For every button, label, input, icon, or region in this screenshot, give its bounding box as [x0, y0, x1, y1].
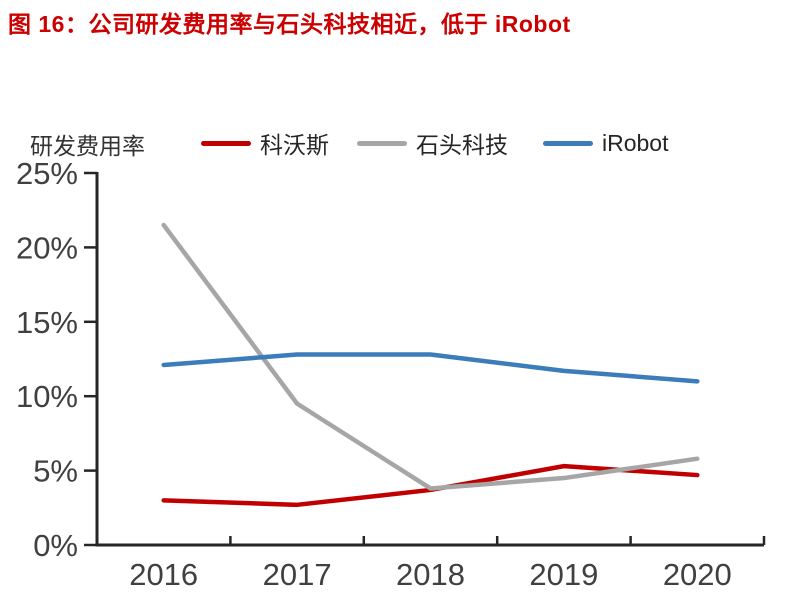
series-line-石头科技 [161, 222, 700, 491]
y-tick-label: 5% [33, 454, 78, 489]
y-tick-label: 20% [16, 230, 78, 265]
legend-label: 科沃斯 [260, 132, 329, 158]
x-tick-label: 2016 [129, 557, 198, 592]
legend-swatch-red-line [201, 140, 251, 146]
legend-item-roborock: 石头科技 [357, 130, 508, 158]
y-tick-label: 25% [16, 156, 78, 191]
y-tick-label: 10% [16, 379, 78, 414]
y-axis-title: 研发费用率 [30, 133, 145, 159]
x-tick-label: 2017 [263, 557, 332, 592]
figure-title: 图 16：公司研发费用率与石头科技相近，低于 iRobot [8, 11, 571, 37]
legend-label: iRobot [602, 129, 669, 156]
x-tick-label: 2020 [663, 557, 732, 592]
legend-swatch-gray-line [357, 140, 407, 146]
legend-item-irobot: iRobot [543, 130, 668, 156]
x-tick-label: 2018 [396, 557, 465, 592]
y-tick-label: 0% [33, 528, 78, 563]
x-tick-label: 2019 [529, 557, 598, 592]
legend-item-kovos: 科沃斯 [201, 130, 329, 158]
legend-label: 石头科技 [416, 132, 508, 158]
series-line-iRobot [161, 352, 700, 384]
legend-swatch-blue-line [543, 140, 593, 146]
y-tick-label: 15% [16, 305, 78, 340]
